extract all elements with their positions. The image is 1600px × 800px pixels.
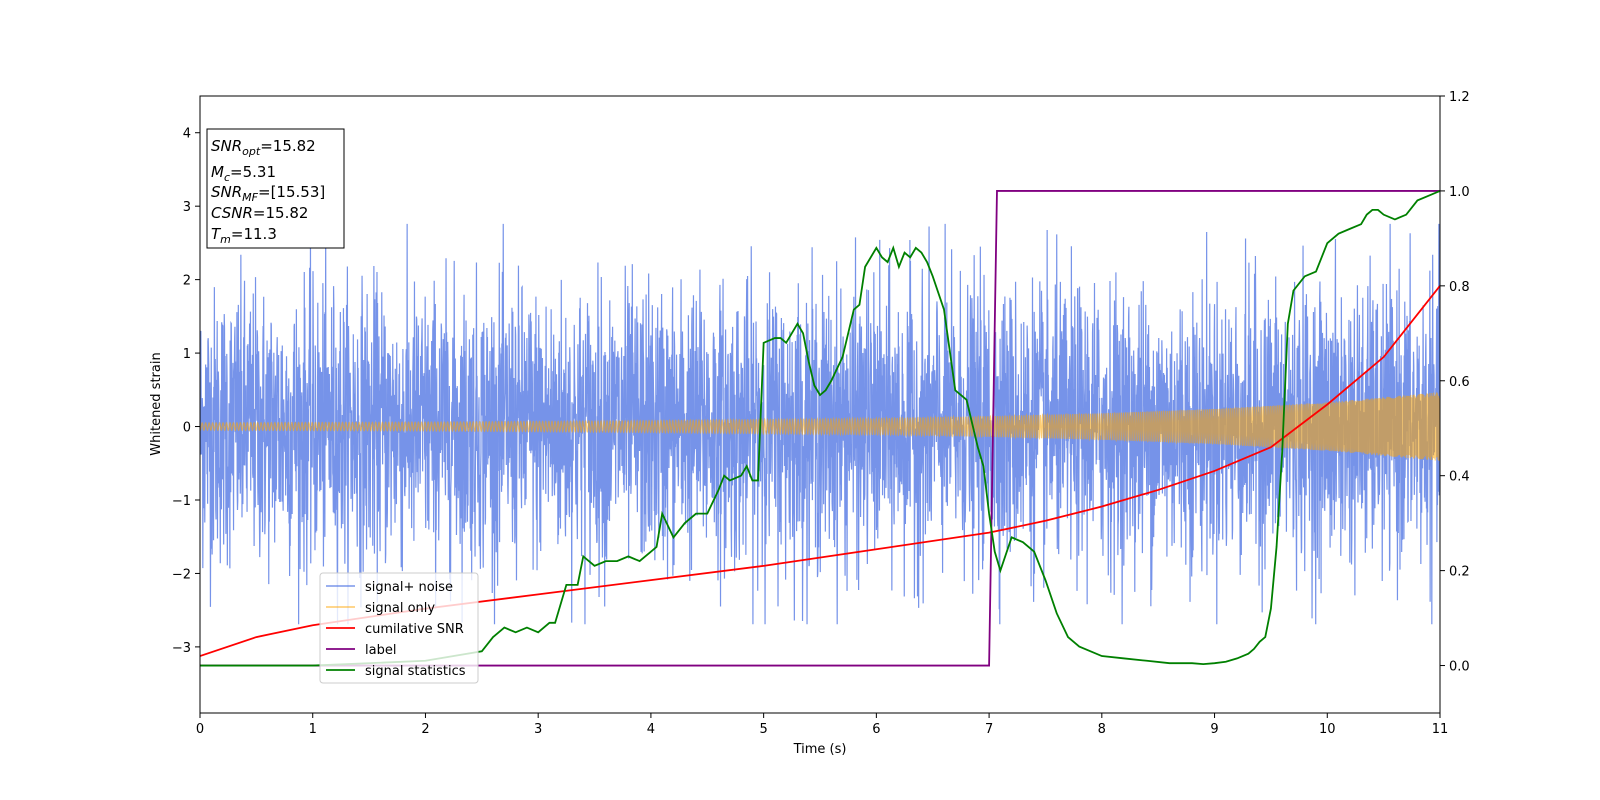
stat-snr-opt: SNRopt=15.82: [211, 137, 316, 158]
series-signal-statistics-line: [200, 190, 1440, 667]
legend-label-noise: signal+ noise: [365, 580, 453, 595]
series-signal-only-line: [200, 392, 1440, 461]
stat-tm: Tm=11.3: [211, 225, 277, 246]
y-left-tick-label: 2: [183, 274, 191, 289]
stat-mc: Mc=5.31: [211, 163, 276, 184]
y-left-tick-label: 1: [183, 347, 191, 362]
x-tick-label: 4: [647, 722, 655, 737]
y-right-tick-label: 0.6: [1449, 375, 1470, 390]
x-axis-title: Time (s): [793, 742, 847, 757]
y-right-tick-label: 0.8: [1449, 280, 1470, 295]
y-left-tick-label: −3: [172, 641, 191, 656]
series-label-line: [200, 190, 1440, 667]
stat-csnr: CSNR=15.82: [211, 204, 308, 222]
y-left-tick-label: 3: [183, 200, 191, 215]
y-axis-title: Whitened strain: [149, 352, 164, 455]
y-right-tick-label: 0.2: [1449, 565, 1470, 580]
x-tick-label: 1: [309, 722, 317, 737]
plot-frame: [199, 95, 1441, 714]
y-right-tick-label: 0.0: [1449, 660, 1470, 675]
x-tick-label: 3: [534, 722, 542, 737]
x-tick-label: 11: [1432, 722, 1449, 737]
x-tick-label: 7: [985, 722, 993, 737]
y-right-tick-label: 0.4: [1449, 470, 1470, 485]
legend-label-signal: signal only: [365, 601, 435, 616]
y-left-tick-label: 0: [183, 421, 191, 436]
legend-label-label: label: [365, 643, 396, 658]
stats-box-frame: [206, 128, 345, 249]
stats-box: SNRopt=15.82 Mc=5.31 SNRMF=[15.53] CSNR=…: [206, 128, 345, 249]
y-left-tick-label: −1: [172, 494, 191, 509]
legend-frame: [319, 572, 479, 684]
y-right-tick-label: 1.2: [1449, 90, 1470, 105]
legend-label-signal-statistics: signal statistics: [365, 664, 466, 679]
x-tick-label: 6: [872, 722, 880, 737]
x-tick-label: 5: [759, 722, 767, 737]
legend: signal+ noise signal only cumilative SNR…: [319, 572, 479, 684]
y-left-tick-label: −2: [172, 567, 191, 582]
axes: 0 1 2 3 4 5 6 7 8 9 10 11 −3 −2 −1 0 1 2 3 4 0.0 0.2 0.4 0.6 0.8…: [172, 90, 1470, 737]
stat-snr-mf: SNRMF=[15.53]: [211, 183, 325, 204]
x-tick-label: 2: [421, 722, 429, 737]
x-tick-label: 0: [196, 722, 204, 737]
x-tick-label: 8: [1098, 722, 1106, 737]
x-tick-label: 10: [1319, 722, 1336, 737]
x-tick-label: 9: [1210, 722, 1218, 737]
y-left-tick-label: 4: [183, 127, 191, 142]
y-right-tick-label: 1.0: [1449, 185, 1470, 200]
legend-label-cumulative-snr: cumilative SNR: [365, 622, 464, 637]
